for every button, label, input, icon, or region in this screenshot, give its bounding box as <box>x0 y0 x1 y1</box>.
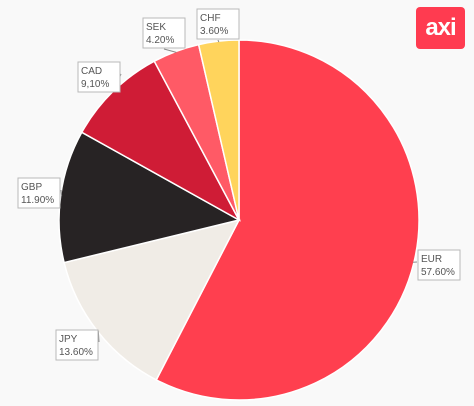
leader-line-sek <box>163 48 177 53</box>
data-label-value: 57.60% <box>421 267 455 278</box>
data-label-value: 11.90% <box>21 195 54 206</box>
data-label-cad: CAD 9,10% <box>77 61 121 93</box>
data-label-value: 4.20% <box>146 35 174 46</box>
data-label-category: SEK <box>146 22 166 33</box>
leader-line-gbp <box>60 189 63 196</box>
leader-line-chf <box>217 39 220 43</box>
data-label-category: CHF <box>200 13 221 24</box>
data-label-category: EUR <box>421 254 442 265</box>
data-label-sek: SEK 4.20% <box>142 17 186 49</box>
data-label-box <box>142 17 186 49</box>
brand-logo: axi <box>416 7 465 49</box>
data-label-category: JPY <box>59 334 78 345</box>
data-label-value: 3.60% <box>200 26 228 37</box>
data-label-box <box>417 249 461 281</box>
data-label-eur: EUR 57.60% <box>417 249 461 281</box>
pie-slice-gbp <box>58 131 242 264</box>
data-label-chf: CHF 3.60% <box>196 8 240 40</box>
data-label-box <box>17 177 61 209</box>
logo-text: axi <box>425 14 456 41</box>
data-label-category: CAD <box>81 66 102 77</box>
data-label-box <box>77 61 121 93</box>
data-label-value: 13.60% <box>59 347 93 358</box>
data-label-value: 9,10% <box>81 79 109 90</box>
data-label-jpy: JPY 13.60% <box>55 329 99 361</box>
data-label-box <box>196 8 240 40</box>
data-label-gbp: GBP 11.90% <box>17 177 61 209</box>
data-label-box <box>55 329 99 361</box>
data-label-category: GBP <box>21 182 42 193</box>
